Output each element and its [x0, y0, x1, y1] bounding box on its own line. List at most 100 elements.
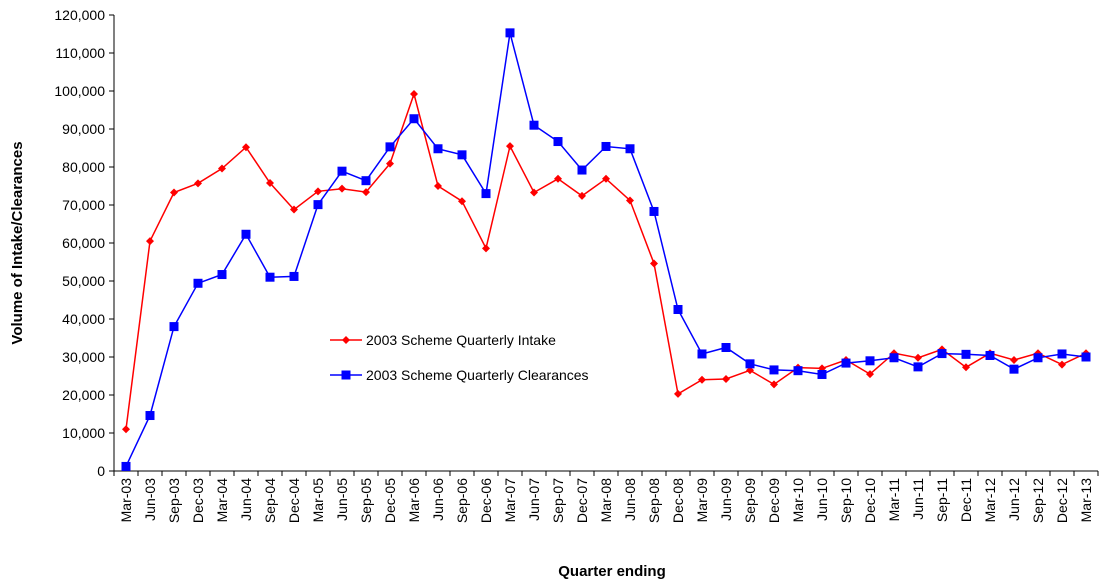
clearances-data-point — [1033, 353, 1043, 363]
x-tick-label: Jun-06 — [430, 478, 446, 521]
legend: 2003 Scheme Quarterly Intake 2003 Scheme … — [330, 332, 589, 383]
x-tick-label: Jun-12 — [1006, 478, 1022, 521]
clearances-data-point — [529, 120, 539, 130]
clearances-data-point — [649, 206, 659, 216]
y-tick-label: 120,000 — [54, 7, 105, 23]
x-tick-label: Mar-07 — [502, 478, 518, 523]
x-tick-label: Sep-03 — [166, 478, 182, 523]
clearances-data-point — [337, 166, 347, 176]
x-tick-label: Mar-13 — [1078, 478, 1094, 523]
clearances-data-point — [985, 350, 995, 360]
clearances-data-point — [433, 144, 443, 154]
clearances-data-point — [625, 144, 635, 154]
clearances-data-point — [265, 272, 275, 282]
clearances-data-point — [721, 343, 731, 352]
clearances-data-point — [601, 141, 611, 151]
intake-data-point — [146, 237, 154, 246]
clearances-data-point — [481, 189, 491, 199]
intake-data-point — [626, 196, 634, 205]
x-tick-label: Dec-12 — [1054, 478, 1070, 523]
y-tick-label: 0 — [97, 463, 105, 479]
intake-data-point — [722, 375, 730, 384]
series-intake — [122, 90, 1090, 434]
clearances-data-point — [889, 353, 899, 363]
clearances-data-point — [313, 200, 323, 210]
x-tick-label: Mar-12 — [982, 478, 998, 523]
intake-data-point — [914, 353, 922, 362]
y-axis-title: Volume of Intake/Clearances — [9, 141, 26, 344]
x-tick-label: Dec-06 — [478, 478, 494, 523]
clearances-data-point — [121, 461, 131, 471]
intake-data-point — [554, 174, 562, 183]
intake-data-point — [194, 179, 202, 188]
x-tick-label: Dec-04 — [286, 478, 302, 523]
x-tick-label: Sep-06 — [454, 478, 470, 523]
intake-data-point — [1010, 356, 1018, 365]
intake-data-point — [1058, 360, 1066, 369]
clearances-data-point — [169, 322, 179, 332]
x-tick-label: Dec-05 — [382, 478, 398, 523]
clearances-data-point — [385, 142, 395, 152]
x-tick-label: Sep-10 — [838, 478, 854, 523]
clearances-data-point — [793, 366, 803, 376]
clearances-data-point — [145, 411, 155, 421]
legend-marker-square — [341, 370, 351, 380]
clearances-data-point — [241, 229, 251, 239]
legend-label: 2003 Scheme Quarterly Clearances — [366, 367, 589, 383]
intake-data-point — [266, 178, 274, 187]
y-tick-label: 50,000 — [62, 273, 105, 289]
y-tick-label: 70,000 — [62, 197, 105, 213]
intake-data-point — [434, 182, 442, 190]
x-tick-label: Mar-03 — [118, 478, 134, 523]
clearances-data-point — [409, 114, 419, 124]
intake-data-point — [362, 188, 370, 197]
clearances-data-point — [1081, 352, 1091, 362]
intake-data-point — [482, 244, 490, 253]
y-axis-title-group: Volume of Intake/Clearances — [9, 141, 26, 344]
x-tick-label: Jun-08 — [622, 478, 638, 521]
clearances-data-point — [865, 356, 875, 366]
legend-label: 2003 Scheme Quarterly Intake — [366, 332, 556, 348]
clearances-data-point — [217, 270, 227, 280]
x-tick-label: Jun-09 — [718, 478, 734, 521]
y-tick-label: 10,000 — [62, 425, 105, 441]
clearances-data-point — [937, 349, 947, 359]
x-tick-label: Jun-03 — [142, 478, 158, 521]
intake-data-point — [530, 188, 538, 197]
x-tick-label: Sep-04 — [262, 478, 278, 523]
clearances-data-point — [673, 305, 683, 314]
intake-data-point — [602, 174, 610, 183]
intake-data-point — [458, 197, 466, 206]
intake-data-point — [218, 164, 226, 173]
intake-data-point — [290, 205, 298, 214]
clearances-data-point — [745, 359, 755, 369]
x-tick-label: Jun-10 — [814, 478, 830, 521]
clearances-data-point — [1009, 364, 1019, 374]
clearances-data-point — [505, 28, 515, 38]
x-tick-label: Dec-11 — [958, 478, 974, 522]
intake-data-point — [674, 389, 682, 398]
x-tick-label: Mar-05 — [310, 478, 326, 523]
x-tick-label: Sep-12 — [1030, 478, 1046, 523]
y-axis-ticks: 0 10,000 20,000 30,000 40,000 50,000 60,000 70,… — [54, 7, 114, 479]
y-tick-label: 100,000 — [54, 83, 105, 99]
legend-marker-diamond — [342, 336, 350, 344]
x-tick-label: Sep-11 — [934, 478, 950, 522]
x-tick-label: Dec-09 — [766, 478, 782, 523]
intake-data-point — [770, 380, 778, 389]
x-tick-label: Jun-05 — [334, 478, 350, 521]
x-tick-label: Jun-11 — [910, 478, 926, 520]
y-tick-label: 60,000 — [62, 235, 105, 251]
intake-data-point — [122, 425, 130, 434]
x-tick-label: Mar-08 — [598, 478, 614, 523]
intake-data-point — [698, 375, 706, 384]
x-tick-label: Dec-08 — [670, 478, 686, 523]
intake-data-point — [650, 259, 658, 268]
y-tick-label: 30,000 — [62, 349, 105, 365]
clearances-data-point — [841, 358, 851, 368]
clearances-data-point — [961, 349, 971, 359]
clearances-data-point — [697, 349, 707, 359]
x-tick-label: Mar-06 — [406, 478, 422, 523]
y-tick-label: 80,000 — [62, 159, 105, 175]
